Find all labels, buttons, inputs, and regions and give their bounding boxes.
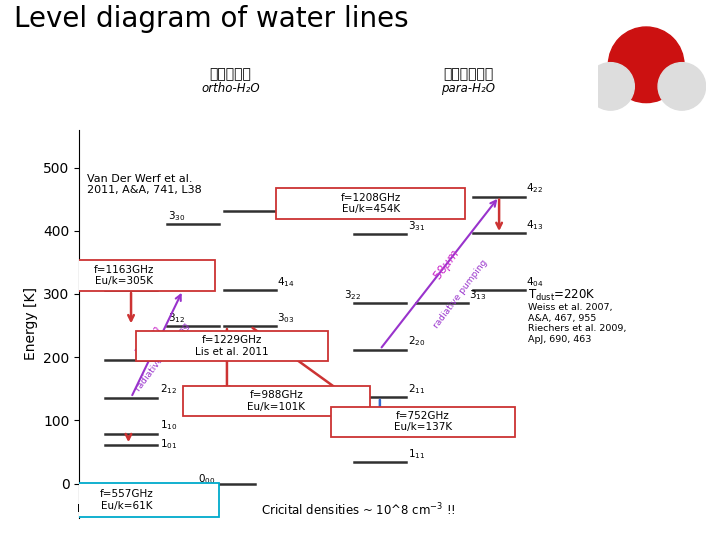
- Text: $4_{04}$: $4_{04}$: [526, 275, 544, 289]
- Text: $2_{21}$: $2_{21}$: [160, 345, 177, 359]
- Text: f=1208GHz
Eu/k=454K: f=1208GHz Eu/k=454K: [341, 193, 401, 214]
- Text: radiative pumping: radiative pumping: [431, 258, 489, 330]
- Text: f=988GHz
Eu/k=101K: f=988GHz Eu/k=101K: [247, 390, 305, 411]
- Text: スピン平行: スピン平行: [210, 68, 251, 82]
- Text: $1_{10}$: $1_{10}$: [160, 418, 177, 433]
- FancyBboxPatch shape: [136, 330, 328, 361]
- Text: $3_{12}$: $3_{12}$: [168, 311, 186, 325]
- Text: $3_{30}$: $3_{30}$: [168, 210, 186, 223]
- Text: f=1163GHz
Eu/k=305K: f=1163GHz Eu/k=305K: [94, 265, 155, 286]
- Text: $0_{00}$: $0_{00}$: [199, 472, 216, 485]
- Text: f=557GHz
Eu/k=61K: f=557GHz Eu/k=61K: [100, 489, 154, 511]
- Text: $4_{13}$: $4_{13}$: [526, 218, 544, 232]
- Text: Not detected: Not detected: [76, 504, 145, 514]
- Text: $3_{13}$: $3_{13}$: [469, 288, 487, 302]
- Text: スピン反平行: スピン反平行: [443, 68, 493, 82]
- Text: $3_{21}$: $3_{21}$: [160, 275, 177, 289]
- FancyBboxPatch shape: [183, 386, 369, 416]
- FancyBboxPatch shape: [276, 188, 465, 219]
- Text: Weiss et al. 2007,
A&A, 467, 955
Riechers et al. 2009,
ApJ, 690, 463: Weiss et al. 2007, A&A, 467, 955 Riecher…: [528, 303, 626, 343]
- Text: ortho-H₂O: ortho-H₂O: [201, 82, 260, 95]
- Text: $3_{22}$: $3_{22}$: [343, 288, 361, 302]
- FancyBboxPatch shape: [34, 260, 215, 291]
- Text: $1_{11}$: $1_{11}$: [408, 447, 426, 461]
- Text: $4_{23}$: $4_{23}$: [277, 195, 294, 210]
- FancyBboxPatch shape: [330, 407, 515, 437]
- Text: Van Der Werf et al.
2011, A&A, 741, L38: Van Der Werf et al. 2011, A&A, 741, L38: [87, 174, 202, 195]
- Text: $2_{12}$: $2_{12}$: [160, 382, 176, 396]
- Text: $4_{22}$: $4_{22}$: [526, 181, 543, 195]
- Text: f=1229GHz
Lis et al. 2011: f=1229GHz Lis et al. 2011: [195, 335, 269, 356]
- Text: $2_{02}$: $2_{02}$: [408, 404, 426, 418]
- Text: $1_{01}$: $1_{01}$: [160, 437, 177, 451]
- Text: Level diagram of water lines: Level diagram of water lines: [14, 5, 409, 33]
- Circle shape: [658, 63, 706, 110]
- FancyBboxPatch shape: [35, 483, 219, 517]
- Text: $4_{14}$: $4_{14}$: [277, 275, 294, 289]
- Text: $58\mu m$: $58\mu m$: [431, 247, 464, 285]
- Text: $3_{31}$: $3_{31}$: [408, 219, 426, 233]
- Text: $2_{20}$: $2_{20}$: [408, 335, 426, 348]
- Text: $75\mu m$: $75\mu m$: [132, 322, 166, 360]
- Text: Cricital densities ~ 10^8 cm$^{-3}$ !!: Cricital densities ~ 10^8 cm$^{-3}$ !!: [261, 502, 455, 518]
- Text: $3_{03}$: $3_{03}$: [277, 311, 294, 325]
- Text: T$_{\rm dust}$=220K: T$_{\rm dust}$=220K: [528, 288, 595, 303]
- Circle shape: [608, 27, 684, 103]
- Text: radiative pumping: radiative pumping: [133, 321, 191, 393]
- Circle shape: [587, 63, 634, 110]
- Text: f=752GHz
Eu/k=137K: f=752GHz Eu/k=137K: [394, 411, 451, 433]
- Text: para-H₂O: para-H₂O: [441, 82, 495, 95]
- Text: $2_{11}$: $2_{11}$: [408, 382, 426, 396]
- Y-axis label: Energy [K]: Energy [K]: [24, 287, 37, 361]
